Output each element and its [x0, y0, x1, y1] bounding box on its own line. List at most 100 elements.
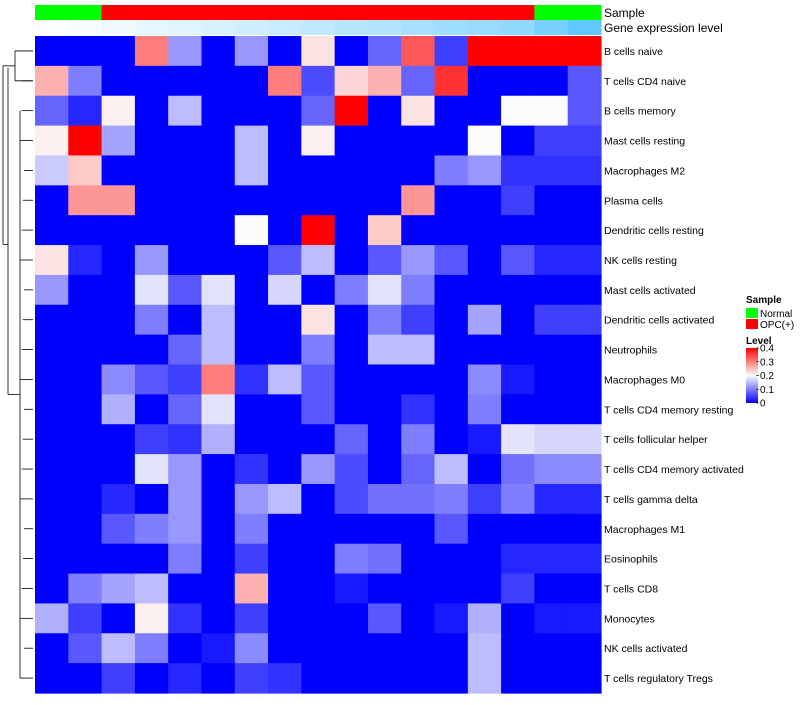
- row-label: Macrophages M1: [604, 524, 685, 536]
- heatmap-cell: [68, 364, 103, 395]
- heatmap-cell: [334, 95, 369, 127]
- heatmap-cell: [268, 633, 302, 664]
- heatmap-cell: [234, 215, 269, 246]
- heatmap-cell: [201, 424, 236, 455]
- heatmap-cell: [68, 274, 103, 306]
- heatmap-cell: [134, 334, 169, 366]
- heatmap-cell: [301, 483, 336, 515]
- heatmap-cell: [168, 65, 203, 97]
- heatmap-cell: [434, 513, 469, 545]
- heatmap-cell: [35, 633, 69, 664]
- heatmap-cell: [334, 513, 369, 545]
- expression-annotation-cell: [35, 20, 69, 35]
- heatmap-cell: [334, 424, 369, 455]
- heatmap-cell: [168, 215, 203, 246]
- heatmap-cell: [201, 245, 236, 276]
- heatmap-cell: [168, 394, 203, 425]
- heatmap-cell: [234, 394, 269, 425]
- heatmap-cell: [534, 513, 569, 545]
- heatmap-cell: [334, 454, 369, 485]
- heatmap-cell: [68, 513, 103, 545]
- heatmap-cell: [367, 125, 402, 157]
- heatmap-cell: [534, 95, 569, 127]
- heatmap-cell: [101, 573, 136, 605]
- heatmap-cell: [401, 663, 436, 694]
- heatmap-cell: [434, 185, 469, 216]
- heatmap-cell: [434, 483, 469, 515]
- heatmap-cell: [301, 543, 336, 575]
- heatmap-cell: [134, 304, 169, 336]
- heatmap-cell: [501, 36, 536, 67]
- heatmap-cell: [134, 483, 169, 515]
- heatmap-cell: [134, 573, 169, 605]
- heatmap-cell: [268, 424, 302, 455]
- heatmap-cell: [534, 125, 569, 157]
- heatmap-cell: [467, 36, 502, 67]
- heatmap-cell: [334, 663, 369, 694]
- heatmap-cell: [567, 483, 602, 515]
- heatmap-cell: [334, 334, 369, 366]
- row-label: Mast cells activated: [604, 285, 696, 297]
- heatmap-cell: [467, 454, 502, 485]
- heatmap-cell: [434, 215, 469, 246]
- heatmap-cell: [367, 364, 402, 395]
- heatmap-cell: [234, 334, 269, 366]
- heatmap-cell: [134, 454, 169, 485]
- row-label: Neutrophils: [604, 345, 657, 357]
- heatmap-cell: [367, 633, 402, 664]
- sample-annotation-cell: [35, 5, 69, 20]
- row-labels: B cells naive T cells CD4 naive B cells me…: [604, 46, 744, 685]
- heatmap-cell: [268, 663, 302, 694]
- heatmap-cell: [68, 543, 103, 575]
- heatmap-cell: [268, 36, 302, 67]
- heatmap-cell: [35, 483, 69, 515]
- legend-level-tick-label: 0.3: [760, 357, 774, 368]
- sample-annotation-cell: [534, 5, 569, 20]
- annotation-bars: [35, 5, 602, 35]
- heatmap-cell: [35, 364, 69, 395]
- heatmap-cell: [268, 245, 302, 276]
- sample-annotation-cell: [334, 5, 369, 20]
- heatmap-cell: [334, 573, 369, 605]
- heatmap-cell: [367, 454, 402, 485]
- heatmap-cell: [567, 125, 602, 157]
- heatmap-cell: [134, 36, 169, 67]
- heatmap-cell: [567, 573, 602, 605]
- heatmap-cell: [501, 633, 536, 664]
- heatmap-cell: [201, 125, 236, 157]
- heatmap-cell: [501, 245, 536, 276]
- heatmap-cell: [234, 185, 269, 216]
- expression-annotation-cell: [268, 20, 302, 35]
- heatmap-cell: [35, 36, 69, 67]
- heatmap-cell: [268, 394, 302, 425]
- heatmap-cell: [101, 304, 136, 336]
- heatmap-cell: [534, 185, 569, 216]
- heatmap-cell: [401, 633, 436, 664]
- heatmap-cell: [467, 603, 502, 634]
- heatmap-cell: [334, 245, 369, 276]
- heatmap-cell: [35, 334, 69, 366]
- heatmap-cell: [201, 36, 236, 67]
- heatmap-cell: [367, 95, 402, 127]
- heatmap-cell: [234, 633, 269, 664]
- sample-annotation-cell: [401, 5, 436, 20]
- heatmap-cell: [201, 95, 236, 127]
- heatmap-cell: [68, 155, 103, 186]
- heatmap-cell: [567, 65, 602, 97]
- heatmap-cell: [234, 454, 269, 485]
- heatmap-cell: [401, 125, 436, 157]
- annotation-track-label: Gene expression level: [604, 21, 723, 35]
- heatmap-cell: [168, 155, 203, 186]
- expression-annotation-cell: [334, 20, 369, 35]
- heatmap-cell: [401, 424, 436, 455]
- heatmap-cell: [334, 274, 369, 306]
- expression-annotation-cell: [68, 20, 103, 35]
- heatmap-cell: [401, 334, 436, 366]
- heatmap-cell: [301, 454, 336, 485]
- heatmap-cell: [234, 663, 269, 694]
- legend-level-tick-label: 0.4: [760, 344, 774, 355]
- heatmap-cell: [168, 36, 203, 67]
- heatmap-cell: [567, 155, 602, 186]
